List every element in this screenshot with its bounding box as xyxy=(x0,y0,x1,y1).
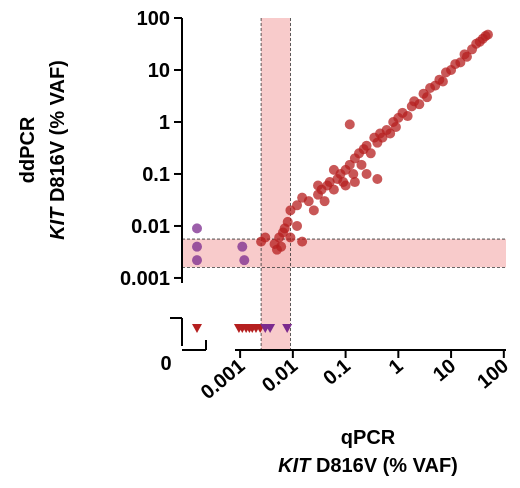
point xyxy=(239,255,250,266)
point xyxy=(192,255,202,266)
point xyxy=(349,177,360,188)
y-tick-label: 0.01 xyxy=(131,216,170,238)
point xyxy=(422,92,433,103)
y-label-rest: D816V (% VAF) xyxy=(47,60,69,202)
y-band xyxy=(182,239,506,268)
point xyxy=(461,51,472,62)
point xyxy=(292,220,303,231)
y-label: KIT D816V (% VAF) xyxy=(47,60,69,240)
x-tick-label: 0.001 xyxy=(197,355,249,404)
point xyxy=(482,29,493,40)
point xyxy=(265,324,276,333)
point xyxy=(402,111,413,122)
point xyxy=(455,57,466,68)
point xyxy=(348,168,359,179)
point xyxy=(282,324,293,333)
y-tick-label: 0 xyxy=(160,353,171,375)
axes xyxy=(170,17,506,358)
point xyxy=(282,216,293,227)
point xyxy=(385,128,396,139)
y-label: ddPCR xyxy=(17,116,39,183)
point xyxy=(285,232,296,243)
y-tick-label: 0.1 xyxy=(142,164,170,186)
point xyxy=(292,200,303,211)
point xyxy=(324,177,335,188)
x-label: KIT D816V (% VAF) xyxy=(278,455,458,477)
point xyxy=(276,241,287,252)
point xyxy=(356,159,367,170)
point xyxy=(192,241,202,252)
y-tick-label: 0.001 xyxy=(120,268,170,290)
x-label: qPCR xyxy=(341,427,396,449)
point xyxy=(414,99,425,110)
x-tick-label: 0.01 xyxy=(258,355,302,397)
point xyxy=(328,164,339,175)
point xyxy=(365,148,376,159)
y-label-gene: KIT xyxy=(47,206,69,240)
point xyxy=(340,180,351,191)
point xyxy=(297,236,308,247)
bands xyxy=(182,18,506,350)
point xyxy=(361,140,372,151)
point xyxy=(377,132,388,143)
x-tick-label: 0.1 xyxy=(319,355,354,390)
point xyxy=(308,205,319,216)
point xyxy=(344,119,355,130)
point xyxy=(260,232,271,243)
point xyxy=(437,76,448,87)
point xyxy=(303,196,314,207)
point xyxy=(313,180,324,191)
point xyxy=(319,196,330,207)
point xyxy=(277,227,288,238)
point xyxy=(361,168,372,179)
point xyxy=(192,324,202,333)
x-band xyxy=(261,18,291,350)
point xyxy=(328,184,339,195)
point xyxy=(237,241,248,252)
point xyxy=(372,174,383,185)
y-tick-label: 10 xyxy=(148,60,170,82)
x-tick-label: 1 xyxy=(385,355,408,379)
y-tick-label: 100 xyxy=(137,8,170,30)
x-tick-label: 100 xyxy=(473,355,513,393)
y-tick-label: 1 xyxy=(159,112,170,134)
point xyxy=(192,223,202,234)
point xyxy=(390,122,401,133)
x-tick-label: 10 xyxy=(429,355,460,386)
x-label-gene: KIT xyxy=(278,455,312,477)
x-label-rest: D816V (% VAF) xyxy=(316,455,458,477)
